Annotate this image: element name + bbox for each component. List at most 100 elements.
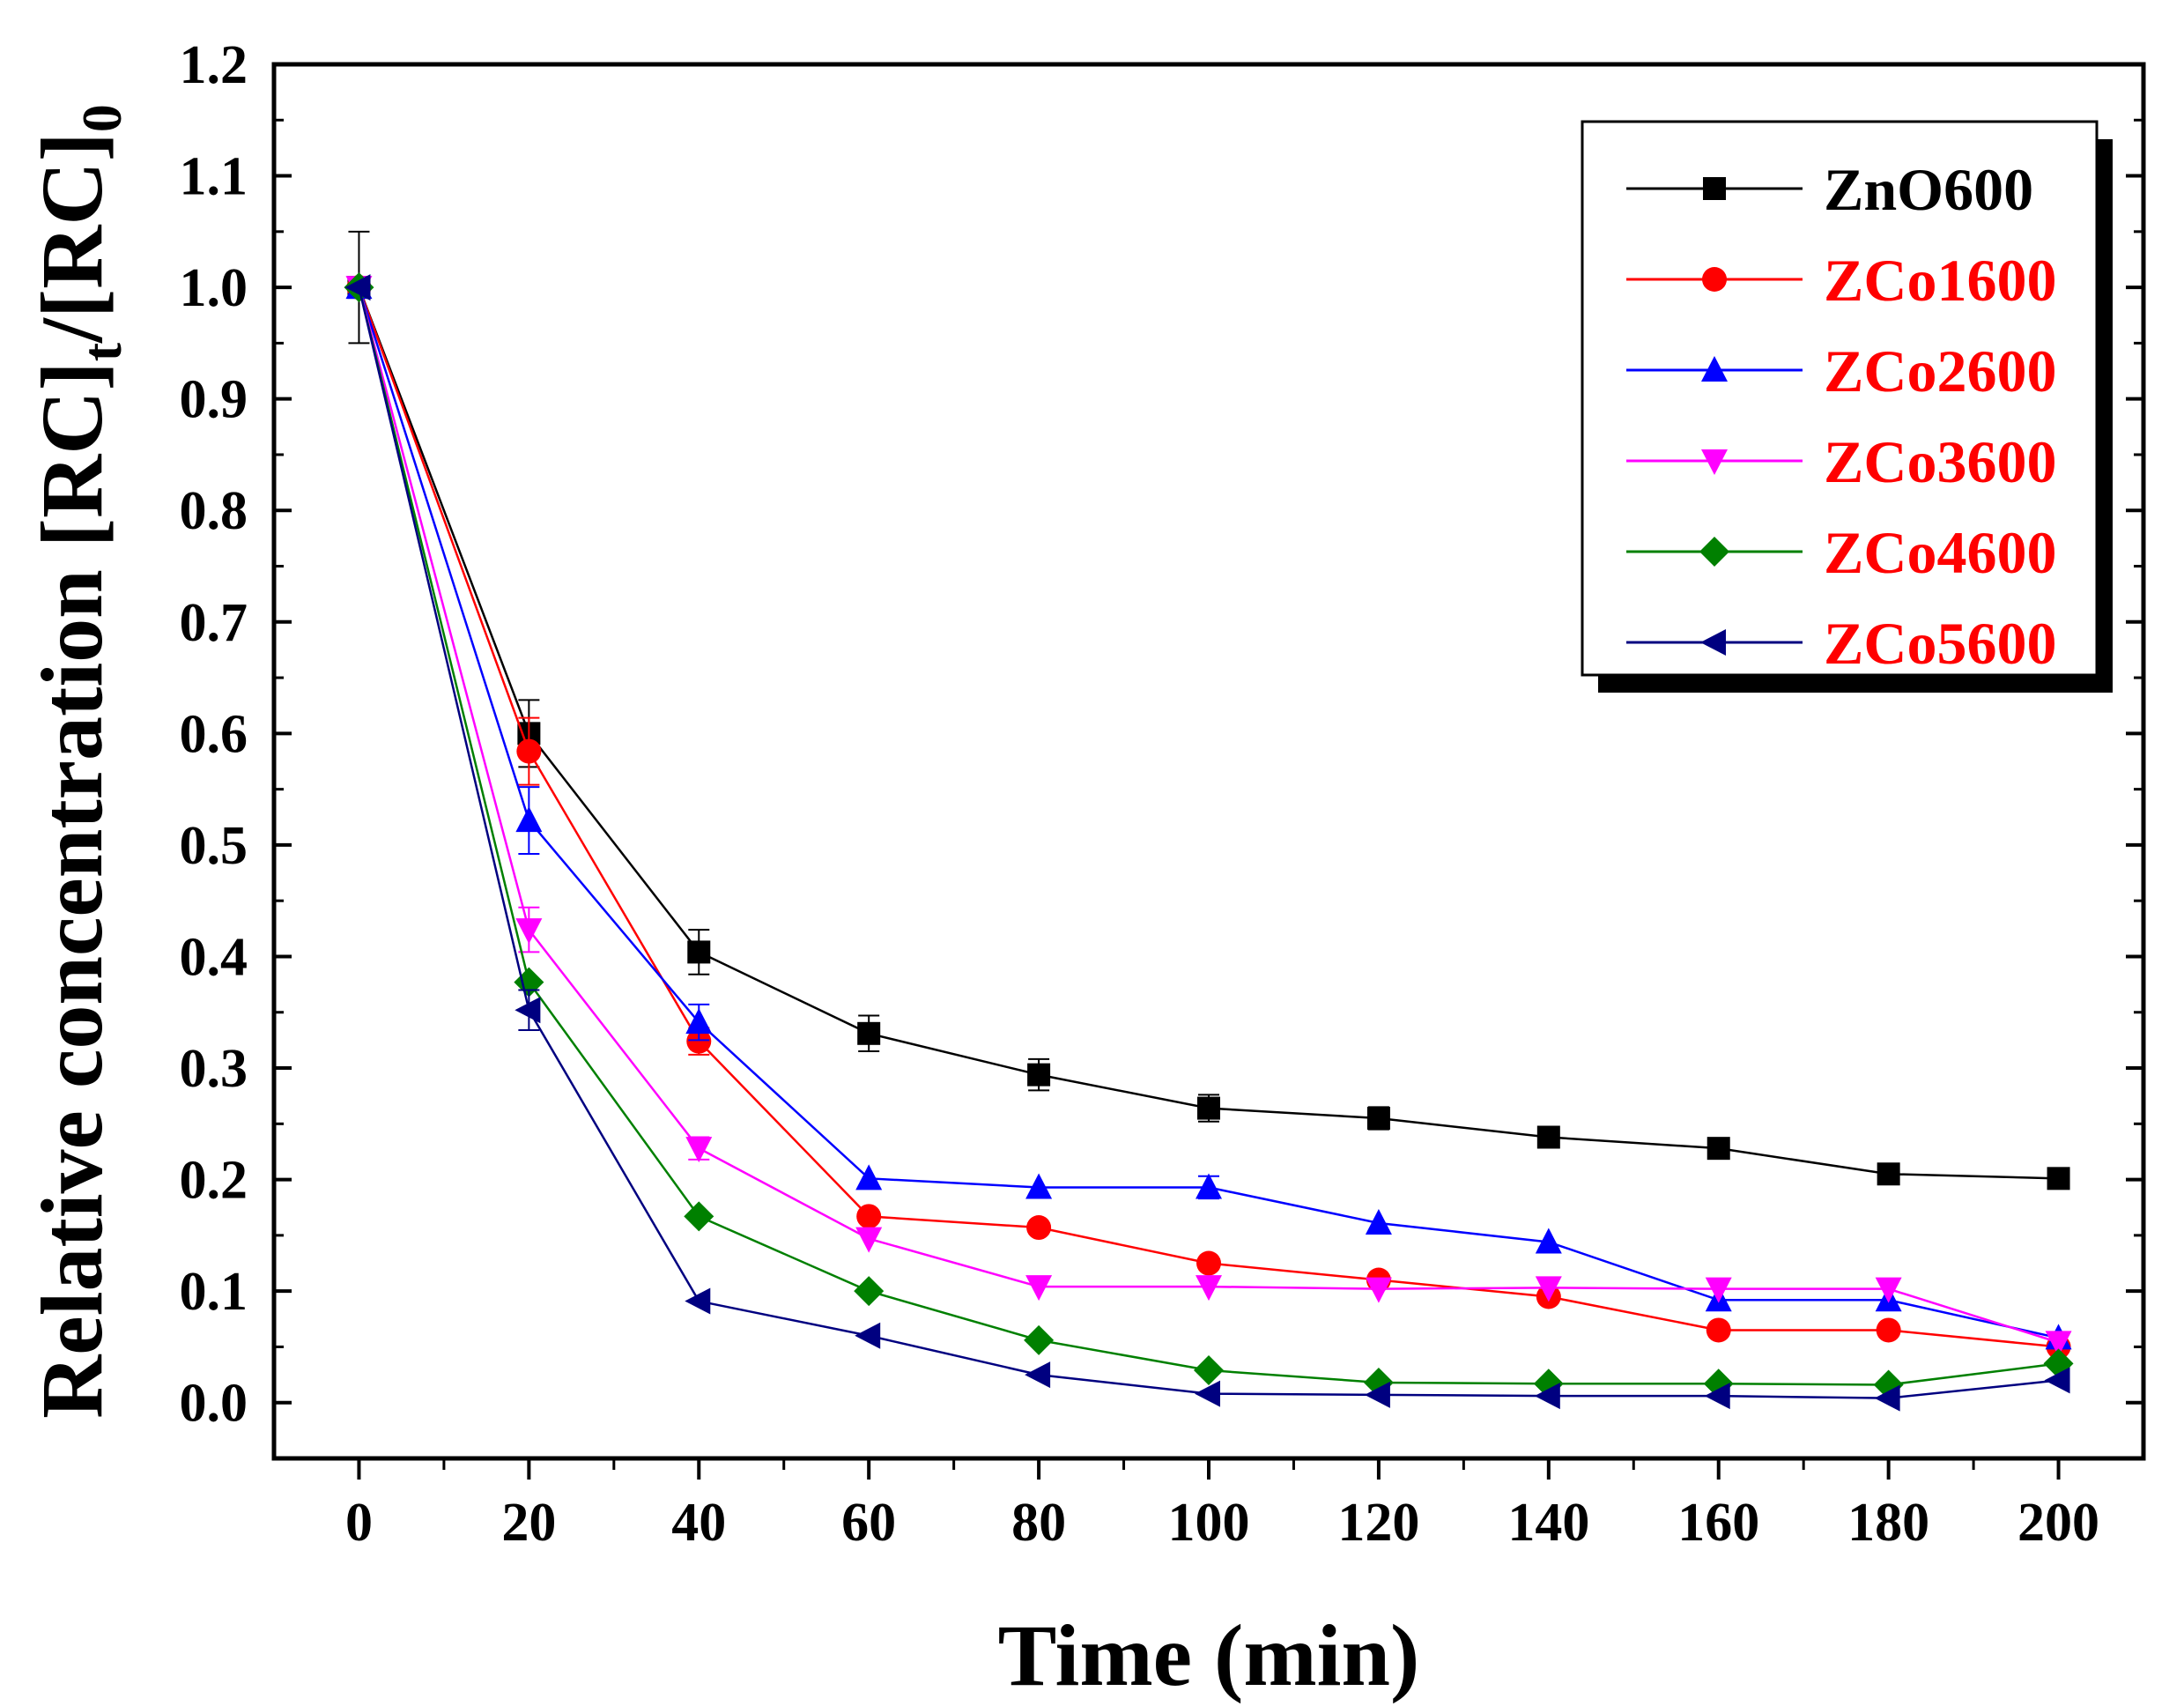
data-point-zco3600 [1025,1275,1053,1302]
y-tick-label: 1.0 [180,258,248,318]
legend-item-zno600: ZnO600 [1626,156,2033,223]
x-axis-title: Time (min) [998,1606,1420,1704]
data-point-zco1600 [516,738,542,764]
data-point-zco5600 [1874,1384,1900,1412]
legend-item-zco4600: ZCo4600 [1626,519,2056,586]
series-zco5600 [344,274,2070,1412]
data-point-zco3600 [1196,1275,1222,1302]
data-point-zco5600 [344,274,371,301]
x-tick-label: 160 [1677,1493,1759,1553]
x-tick-label: 60 [841,1493,896,1553]
data-point-zco2600 [515,806,543,833]
legend-marker-zco4600 [1699,537,1729,567]
y-tick-label: 0.3 [180,1039,248,1099]
data-point-zco5600 [1195,1380,1220,1407]
data-point-zco2600 [1365,1208,1392,1235]
legend-label-zco4600: ZCo4600 [1824,519,2056,586]
legend-label-zco5600: ZCo5600 [1824,610,2056,677]
y-tick-label: 0.0 [180,1374,248,1434]
data-point-zco1600 [856,1204,882,1229]
data-point-zco3600 [855,1227,883,1253]
y-axis-title: Relative concentration [RC]t/[RC]0 [23,104,133,1419]
legend: ZnO600 ZCo1600 ZCo2600 ZCo3600 ZCo4600 ZCo560… [1581,120,2113,693]
legend-marker-zco5600 [1700,629,1726,656]
legend-item-zco3600: ZCo3600 [1626,428,2056,495]
y-axis: 0.0 0.1 0.2 0.3 0.4 0.5 0.6 0.7 0.8 0.9 1.0 1.1 1.2 [180,35,2143,1434]
x-tick-label: 140 [1507,1493,1589,1553]
data-point-zno600 [1536,1125,1560,1149]
y-tick-label: 0.8 [180,481,248,541]
legend-marker-zno600 [1703,177,1726,200]
data-point-zco3600 [685,1137,713,1163]
data-point-zno600 [1197,1096,1220,1120]
x-axis: 0 20 40 60 80 100 120 140 160 180 200 [345,1458,2099,1553]
data-point-zco2600 [1196,1173,1222,1199]
data-point-zco2600 [855,1164,883,1190]
data-point-zco5600 [1025,1361,1051,1389]
data-point-zco5600 [855,1322,881,1349]
y-tick-label: 0.6 [180,704,248,764]
x-tick-label: 100 [1168,1493,1250,1553]
data-point-zco5600 [1364,1381,1390,1408]
data-point-zco1600 [1026,1215,1052,1241]
data-point-zco3600 [1705,1277,1732,1303]
data-point-zco2600 [1535,1228,1562,1254]
y-axis-title-main: Relative concentration [RC] [23,361,121,1419]
x-tick-label: 20 [501,1493,556,1553]
y-tick-label: 0.5 [180,816,248,876]
data-point-zno600 [1706,1137,1730,1161]
data-point-zco1600 [1876,1317,1901,1343]
data-point-zco3600 [2045,1331,2072,1357]
data-point-zco2600 [1025,1173,1053,1199]
legend-label-zco1600: ZCo1600 [1824,247,2056,314]
x-tick-label: 120 [1337,1493,1419,1553]
legend-item-zco5600: ZCo5600 [1626,610,2056,677]
data-point-zco2600 [685,1008,713,1035]
data-point-zco1600 [1706,1317,1731,1343]
data-point-zco4600 [684,1201,714,1232]
series-zno600 [347,230,2070,1190]
y-tick-label: 0.1 [180,1262,248,1322]
data-point-zco3600 [515,918,543,945]
data-point-zco4600 [854,1276,885,1307]
x-tick-label: 40 [671,1493,726,1553]
data-point-zno600 [857,1021,881,1045]
data-point-zco4600 [1194,1355,1224,1386]
y-axis-title-sub-0: 0 [70,104,133,132]
y-tick-label: 0.7 [180,593,248,653]
data-point-zco5600 [1704,1383,1730,1410]
data-point-zco5600 [515,997,541,1024]
y-axis-title-sub-t: t [70,342,133,361]
data-point-zco5600 [2044,1367,2070,1394]
y-tick-label: 0.9 [180,370,248,430]
legend-marker-zco3600 [1701,449,1728,475]
legend-items: ZnO600 ZCo1600 ZCo2600 ZCo3600 ZCo4600 ZCo560… [1626,156,2056,677]
legend-marker-zco2600 [1701,356,1728,382]
x-tick-label: 0 [345,1493,373,1553]
legend-label-zco3600: ZCo3600 [1824,428,2056,495]
legend-label-zno600: ZnO600 [1824,156,2033,223]
legend-item-zco2600: ZCo2600 [1626,337,2056,404]
legend-marker-zco1600 [1702,267,1727,292]
data-point-zco4600 [1024,1324,1055,1355]
data-point-zno600 [687,940,711,964]
data-point-zco1600 [1196,1250,1221,1276]
data-point-zno600 [1027,1063,1051,1087]
data-point-zco1600 [686,1028,712,1054]
data-point-zco3600 [1535,1276,1562,1302]
y-tick-label: 0.2 [180,1151,248,1211]
y-tick-label: 0.4 [180,927,248,987]
y-tick-label: 1.2 [180,35,248,95]
y-axis-title-slash: /[RC] [23,132,121,344]
data-point-zco5600 [1534,1383,1560,1410]
data-point-zno600 [2047,1167,2070,1190]
data-point-zco3600 [1365,1277,1392,1303]
legend-box [1581,120,2099,677]
x-tick-label: 200 [2017,1493,2099,1553]
y-tick-label: 1.1 [180,147,248,207]
data-point-zco5600 [685,1287,711,1315]
data-point-zno600 [1877,1162,1900,1186]
x-tick-label: 80 [1011,1493,1066,1553]
data-point-zno600 [1366,1106,1390,1130]
